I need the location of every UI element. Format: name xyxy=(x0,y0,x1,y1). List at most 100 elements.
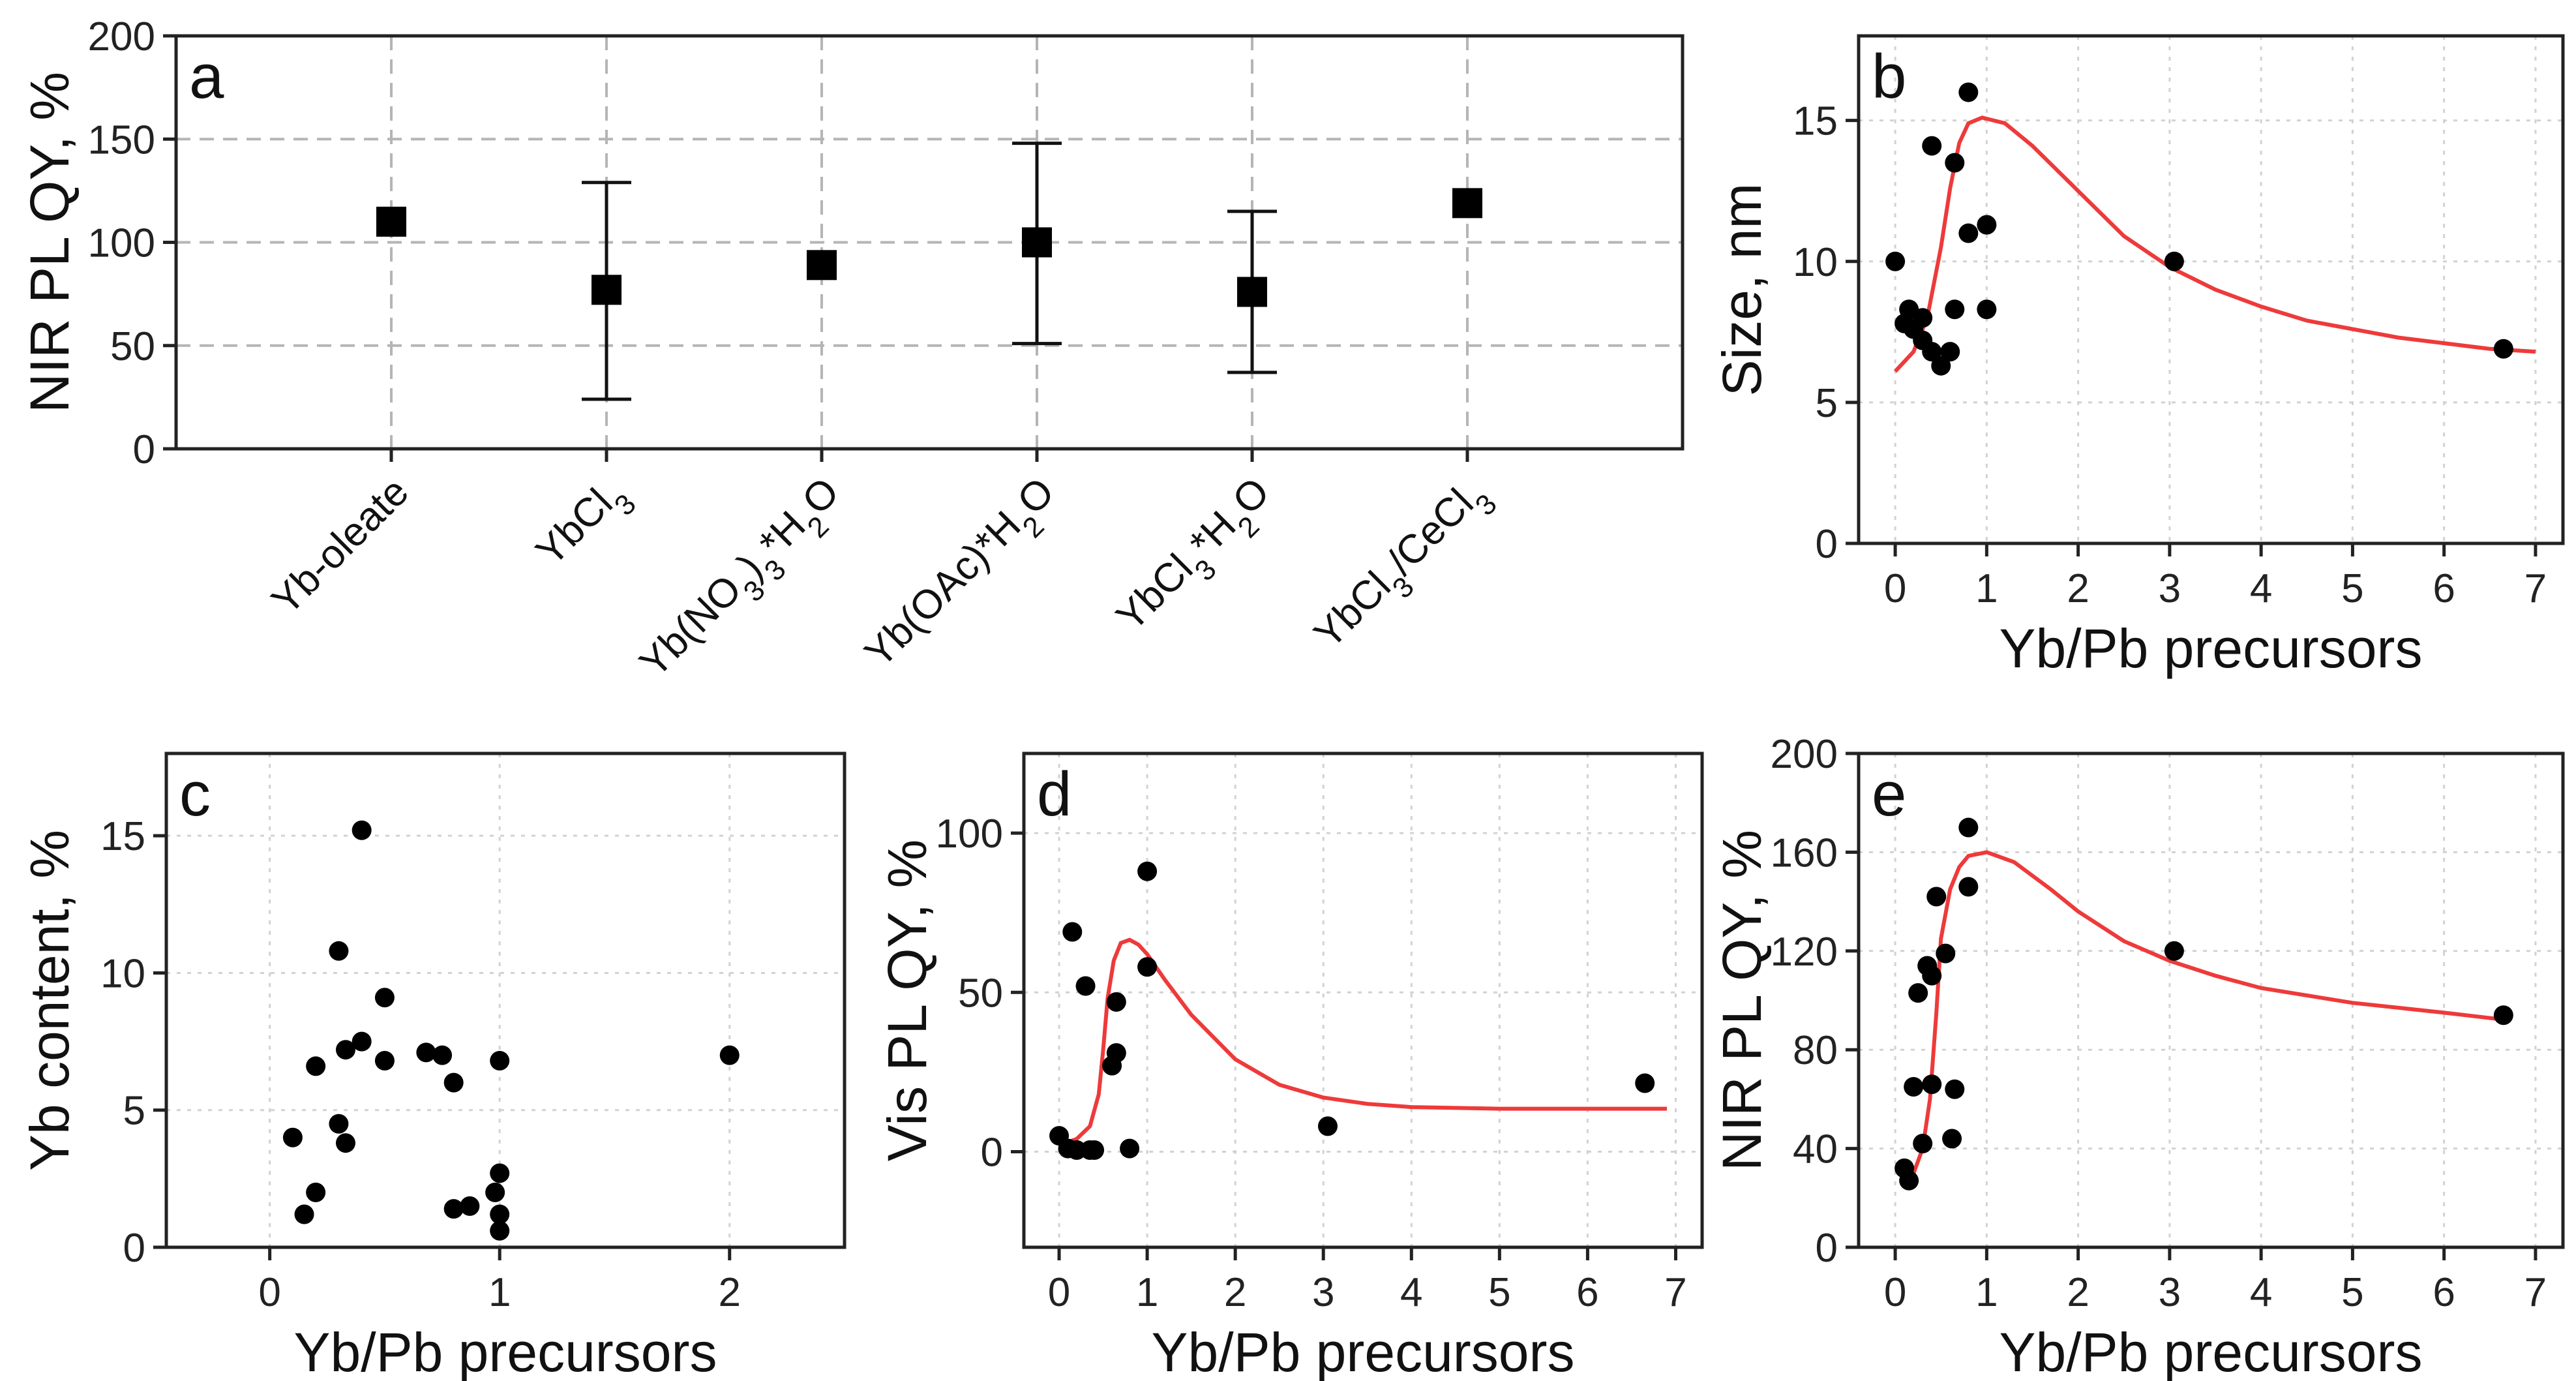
data-point xyxy=(432,1045,453,1065)
category-label: YbCl3/CeCl3 xyxy=(1306,469,1503,667)
category-label: Yb-oleate xyxy=(263,469,417,623)
y-tick-label: 0 xyxy=(1816,1226,1838,1271)
x-tick-label: 1 xyxy=(488,1270,511,1315)
panel-e: 0 40 80 120 160 200 0 1 2 3 4 5 6 7 Yb/Pb precursors NI… xyxy=(1711,732,2565,1381)
y-axis-label: NIR PL QY, % xyxy=(19,72,80,413)
data-point xyxy=(294,1204,314,1224)
y-tick-label: 0 xyxy=(123,1226,145,1271)
data-point xyxy=(2493,339,2513,359)
x-axis-label: Yb/Pb precursors xyxy=(1152,1322,1575,1381)
panel-d: 0 50 100 0 1 2 3 4 5 6 7 Yb/Pb precursors Vis PL QY,… xyxy=(876,751,1704,1381)
data-point xyxy=(1062,922,1083,942)
data-point xyxy=(1452,188,1482,219)
data-point xyxy=(719,1045,740,1065)
data-point xyxy=(1958,817,1979,838)
data-point xyxy=(1317,1116,1338,1136)
y-tick-label: 80 xyxy=(1793,1028,1838,1073)
data-point xyxy=(1977,299,1997,320)
panel-label: d xyxy=(1037,759,1071,829)
y-tick-label: 0 xyxy=(981,1130,1003,1175)
data-point xyxy=(1106,992,1126,1012)
data-point xyxy=(335,1040,355,1060)
y-tick-label: 10 xyxy=(1793,240,1838,285)
data-point xyxy=(1885,251,1906,271)
data-point xyxy=(1945,299,1965,320)
x-tick-label: 2 xyxy=(2067,566,2089,611)
data-point xyxy=(490,1163,510,1183)
data-point xyxy=(352,1031,372,1052)
fit-curve xyxy=(1902,850,2509,1187)
plot-frame xyxy=(1857,751,2565,1249)
x-tick-label: 7 xyxy=(2524,566,2547,611)
x-tick-label: 3 xyxy=(2159,1270,2181,1315)
category-label: YbCl3*H2O xyxy=(1108,469,1288,649)
y-tick-label: 0 xyxy=(133,427,155,472)
data-point xyxy=(592,275,622,305)
data-point xyxy=(1945,1079,1965,1099)
data-point xyxy=(1958,82,1979,102)
x-axis-label: Yb/Pb precursors xyxy=(1999,618,2423,679)
data-point xyxy=(329,941,349,961)
y-tick-label: 200 xyxy=(1771,732,1838,777)
x-tick-label: 6 xyxy=(2433,1270,2455,1315)
x-tick-label: 0 xyxy=(1884,1270,1906,1315)
data-point xyxy=(807,250,837,281)
data-point xyxy=(1977,215,1997,235)
x-tick-label: 7 xyxy=(2524,1270,2547,1315)
data-point xyxy=(490,1221,510,1241)
y-tick-label: 40 xyxy=(1793,1127,1838,1172)
data-point xyxy=(1945,153,1965,173)
data-point xyxy=(1942,1129,1962,1149)
data-point xyxy=(306,1056,326,1076)
data-point xyxy=(443,1199,464,1219)
data-point xyxy=(1913,308,1933,328)
y-tick-label: 50 xyxy=(958,971,1003,1016)
data-point xyxy=(1931,356,1951,376)
y-tick-label: 10 xyxy=(100,951,145,996)
data-point xyxy=(1908,983,1928,1003)
category-label: Yb(NO3)3*H2O xyxy=(631,469,858,695)
panel-b: 0 5 10 15 0 1 2 3 4 5 6 7 Yb/Pb precursors Size, nm b xyxy=(1711,34,2565,679)
data-point xyxy=(460,1196,480,1216)
data-point xyxy=(335,1133,355,1153)
y-tick-label: 120 xyxy=(1771,930,1838,975)
data-point xyxy=(374,1051,395,1071)
x-tick-label: 4 xyxy=(1400,1270,1422,1315)
x-tick-label: 1 xyxy=(1975,1270,1998,1315)
x-tick-label: 0 xyxy=(1048,1270,1070,1315)
y-tick-label: 100 xyxy=(936,812,1003,857)
data-point xyxy=(1075,976,1096,996)
panel-c: 0 5 10 15 0 1 2Yb/Pb precursors Yb content, % c xyxy=(19,751,846,1381)
data-point xyxy=(1922,136,1942,156)
x-tick-label: 3 xyxy=(1312,1270,1334,1315)
y-tick-label: 5 xyxy=(1816,381,1838,426)
y-tick-label: 0 xyxy=(1816,522,1838,567)
y-tick-label: 150 xyxy=(88,117,155,162)
data-point xyxy=(1936,943,1956,964)
data-point xyxy=(1022,227,1052,258)
x-tick-label: 6 xyxy=(2433,566,2455,611)
x-tick-label: 2 xyxy=(2067,1270,2089,1315)
x-tick-label: 3 xyxy=(2159,566,2181,611)
data-point xyxy=(1922,1074,1942,1095)
data-point xyxy=(1926,887,1947,907)
panel-label: c xyxy=(179,759,211,829)
y-axis-label: NIR PL QY, % xyxy=(1711,830,1773,1171)
x-axis-label: Yb/Pb precursors xyxy=(294,1322,717,1381)
data-point xyxy=(490,1051,510,1071)
data-point xyxy=(1106,1043,1126,1063)
data-point xyxy=(1922,965,1942,986)
category-label: Yb(OAc)*H2O xyxy=(856,469,1073,686)
x-tick-label: 5 xyxy=(1488,1270,1510,1315)
x-tick-label: 1 xyxy=(1136,1270,1158,1315)
data-point xyxy=(443,1072,464,1093)
data-point xyxy=(1904,1076,1924,1097)
data-point xyxy=(1913,1134,1933,1154)
data-point xyxy=(352,820,372,840)
x-tick-label: 2 xyxy=(718,1270,740,1315)
category-label: YbCl3 xyxy=(528,469,642,584)
x-tick-label: 0 xyxy=(258,1270,280,1315)
data-point xyxy=(1137,861,1158,881)
data-point xyxy=(1085,1140,1105,1161)
